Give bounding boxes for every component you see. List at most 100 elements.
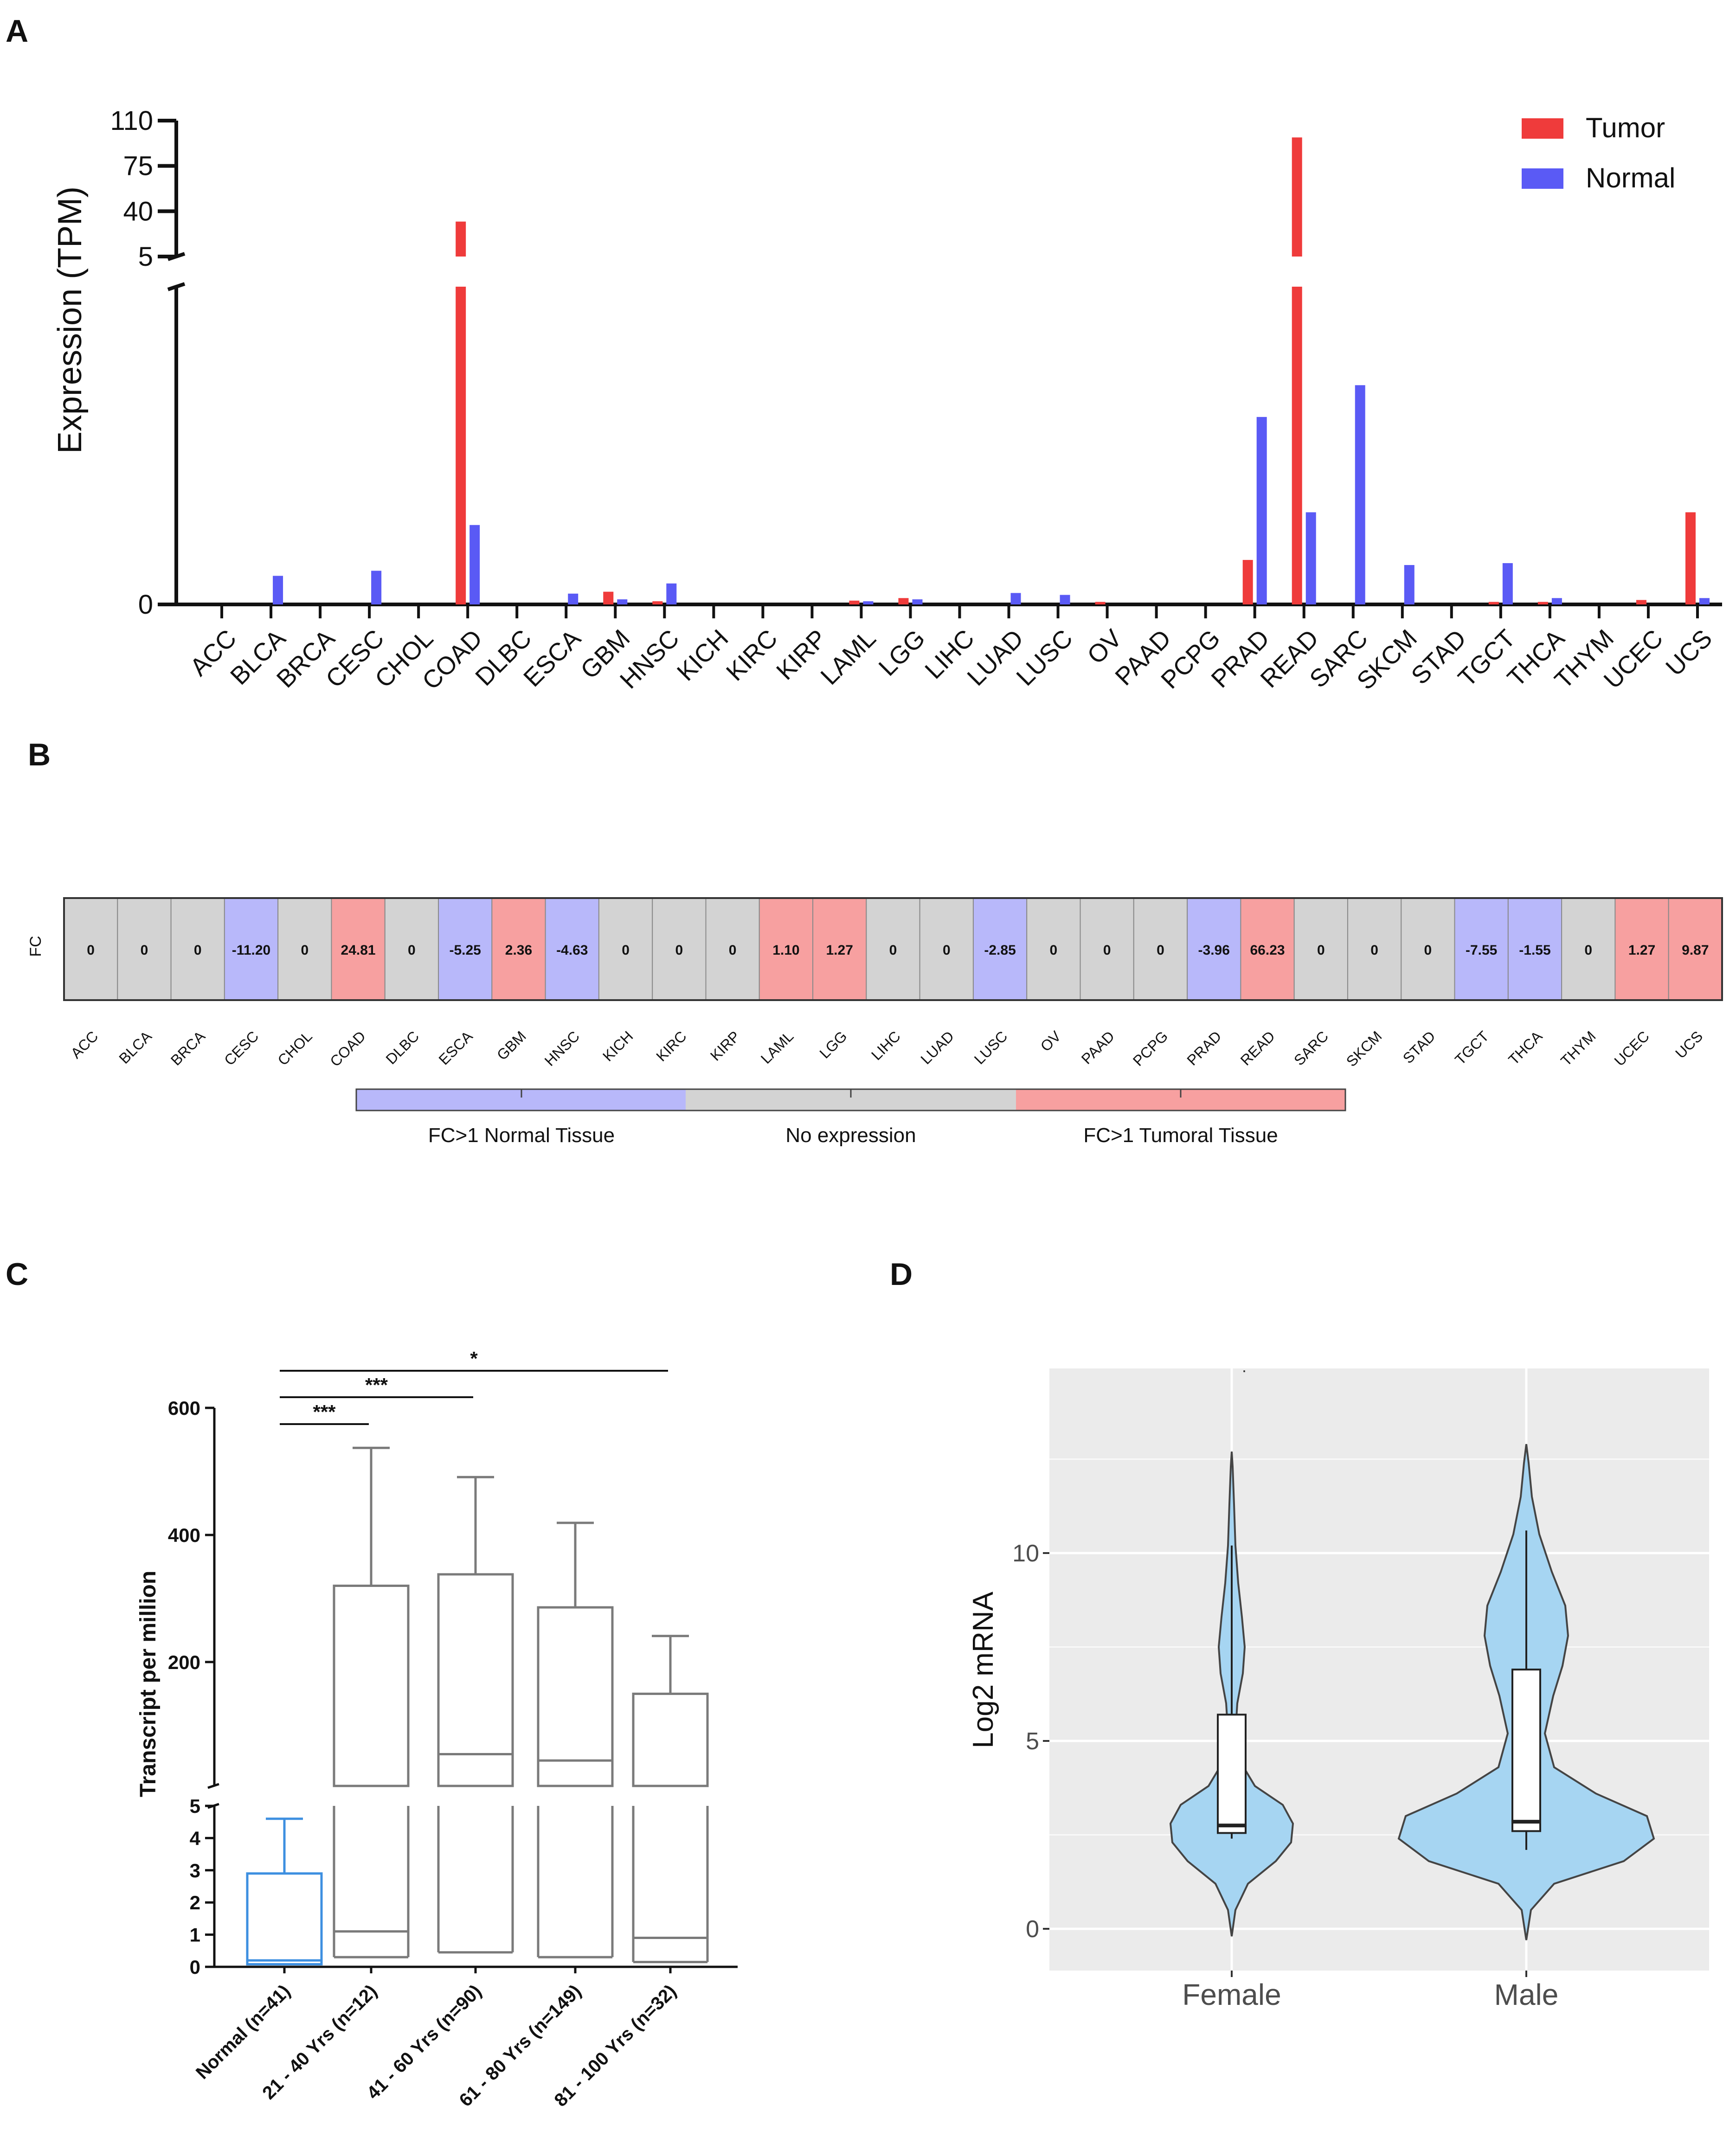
significance-label: * <box>470 1348 478 1369</box>
y-tick-label: 10 <box>1012 1540 1039 1567</box>
heatmap-value: 0 <box>1424 943 1432 958</box>
bar-normal <box>1256 417 1267 604</box>
x-tick-label: Female <box>1182 1978 1281 2011</box>
panel-c-box-plot: Transcript per million 0 1 2 3 4 5 200 400 600 No… <box>136 1348 738 2111</box>
heatmap-cell <box>224 898 279 1001</box>
heatmap-value: -5.25 <box>449 943 481 958</box>
y-tick-label: 200 <box>168 1651 200 1673</box>
heatmap-cell <box>919 898 974 1001</box>
heatmap-value: 0 <box>1584 943 1592 958</box>
heatmap-cell <box>331 898 386 1001</box>
heatmap-cell <box>1293 898 1348 1001</box>
heatmap-value: 0 <box>889 943 897 958</box>
heatmap-cell <box>1561 898 1616 1001</box>
heatmap-column-label: THYM <box>1557 1027 1599 1069</box>
heatmap-value: -4.63 <box>556 943 588 958</box>
panel-c-ylabel: Transcript per million <box>136 1571 161 1797</box>
heatmap-column-label: HNSC <box>541 1027 583 1069</box>
heatmap-column-label: OV <box>1037 1027 1065 1055</box>
panel-letter-b: B <box>28 737 51 772</box>
heatmap-column-label: CESC <box>221 1027 262 1068</box>
panel-a-bar-chart: Expression (TPM) Tumor Normal 054075110A… <box>51 106 1722 695</box>
plot-background <box>1049 1368 1709 1971</box>
y-tick-label: 110 <box>110 106 153 136</box>
panel-letter-a: A <box>6 13 28 49</box>
box-group <box>537 1522 614 1958</box>
heatmap-cell <box>117 898 172 1001</box>
heatmap-cell <box>759 898 814 1001</box>
heatmap-column-label: LUSC <box>971 1027 1011 1067</box>
heatmap-value: -1.55 <box>1519 943 1550 958</box>
heatmap-value: 0 <box>1103 943 1111 958</box>
heatmap-frame <box>63 897 1723 1001</box>
heatmap-value: 1.27 <box>826 943 853 958</box>
bar-tumor <box>603 591 614 604</box>
heatmap-column-label: UCEC <box>1611 1027 1652 1069</box>
x-tick-label: LUSC <box>1011 624 1078 691</box>
heatmap-cell <box>1454 898 1509 1001</box>
panel-b-fold-change-heatmap: FC FC>1 Normal Tissue No expression FC>1… <box>27 897 1723 1147</box>
bar-normal <box>1305 512 1316 604</box>
heatmap-column-label: KIRC <box>653 1027 690 1065</box>
heatmap-column-label: KICH <box>599 1027 637 1065</box>
bar-normal <box>469 525 480 604</box>
heatmap-cell <box>598 898 653 1001</box>
bar-normal <box>1699 598 1710 604</box>
panel-d-top-mark: . <box>1242 1357 1247 1376</box>
legend-label-none: No expression <box>785 1124 916 1147</box>
significance-label: *** <box>313 1401 336 1423</box>
heatmap-value: 1.27 <box>1628 943 1655 958</box>
box <box>246 1872 323 1965</box>
heatmap-value: -2.85 <box>984 943 1016 958</box>
heatmap-column-label: THCA <box>1505 1027 1546 1068</box>
y-tick-label: 40 <box>123 196 153 226</box>
bar-tumor <box>456 287 466 604</box>
heatmap-column-label: READ <box>1237 1027 1278 1068</box>
legend-label-tumoral: FC>1 Tumoral Tissue <box>1083 1124 1278 1147</box>
bar-tumor <box>1095 602 1106 604</box>
y-tick-label: 75 <box>123 151 153 181</box>
panel-d-violin-plot: Log2 mRNA . 0 5 10 Female Male <box>967 1357 1709 2023</box>
y-axis-break-mark <box>207 1783 219 1789</box>
heatmap-cell <box>972 898 1028 1001</box>
bar-normal <box>863 601 874 604</box>
heatmap-value: 0 <box>1317 943 1325 958</box>
heatmap-column-label: ACC <box>67 1027 101 1061</box>
box-upper <box>632 1692 709 1787</box>
box-group <box>437 1476 514 1954</box>
heatmap-column-label: LUAD <box>917 1027 957 1067</box>
x-tick-label: Normal (n=41) <box>192 1981 295 2083</box>
heatmap-cell <box>1614 898 1669 1001</box>
heatmap-value: 0 <box>1050 943 1058 958</box>
bar-normal <box>1010 593 1021 604</box>
heatmap-value: 0 <box>729 943 737 958</box>
heatmap-cell <box>1026 898 1081 1001</box>
bar-tumor <box>849 600 860 604</box>
x-tick-label: KIRC <box>721 624 783 687</box>
heatmap-value: -3.96 <box>1198 943 1230 958</box>
y-tick-label: 600 <box>168 1397 200 1419</box>
box-upper <box>537 1606 614 1787</box>
panel-b-row-label: FC <box>27 936 45 957</box>
heatmap-value: 0 <box>141 943 148 958</box>
bar-normal <box>666 583 677 604</box>
heatmap-cell <box>866 898 920 1001</box>
heatmap-column-label: BRCA <box>167 1027 209 1069</box>
bar-normal <box>912 599 923 604</box>
heatmap-column-label: UCS <box>1672 1027 1706 1061</box>
y-tick-label: 3 <box>190 1860 200 1881</box>
heatmap-column-label: SKCM <box>1343 1027 1385 1070</box>
x-tick-label: ESCA <box>518 624 586 692</box>
legend-label-normal: FC>1 Normal Tissue <box>428 1124 615 1147</box>
heatmap-column-label: GBM <box>494 1027 529 1063</box>
bar-normal <box>568 593 579 604</box>
bar-tumor <box>1242 560 1253 604</box>
bar-normal <box>1060 595 1070 604</box>
panel-letter-c: C <box>6 1257 28 1292</box>
panel-a-ylabel: Expression (TPM) <box>51 186 89 454</box>
legend-label-tumor: Tumor <box>1586 112 1665 143</box>
bar-normal <box>1355 385 1365 604</box>
y-tick-label: 0 <box>190 1956 200 1978</box>
heatmap-cell <box>1133 898 1188 1001</box>
